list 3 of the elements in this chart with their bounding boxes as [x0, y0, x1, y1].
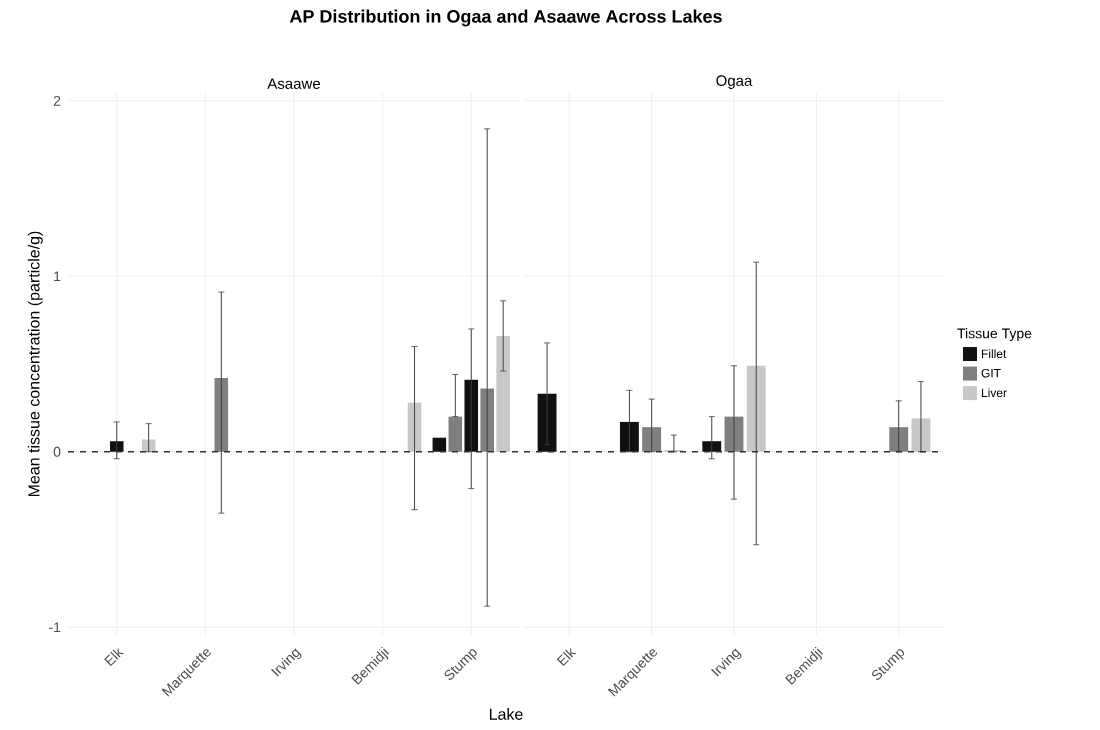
x-axis-title: Lake [489, 708, 523, 720]
chart-title: AP Distribution in Ogaa and Asaawe Across Lakes [289, 9, 722, 27]
y-axis-title: Mean tissue concentration (particle/g) [27, 231, 43, 497]
